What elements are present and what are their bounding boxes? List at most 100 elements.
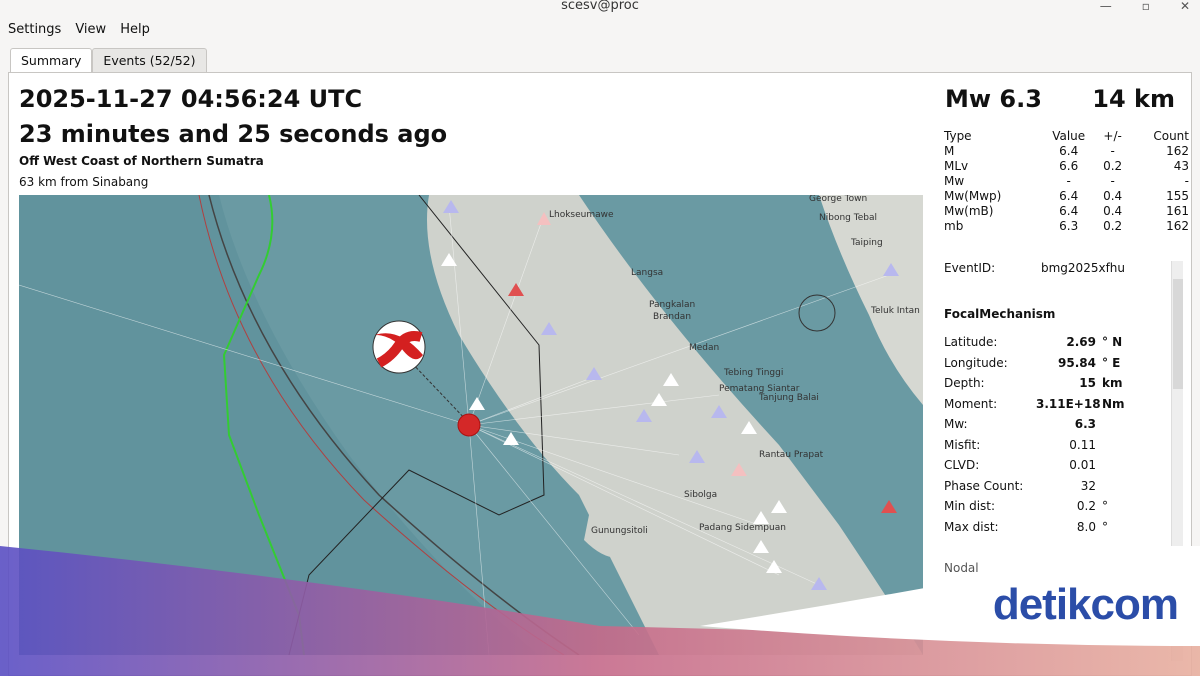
magnitude-cell: mb	[944, 219, 964, 233]
place-label: Tebing Tinggi	[723, 368, 783, 378]
event-map[interactable]: Lhokseumawe Langsa Pangkalan Brandan Med…	[19, 195, 923, 655]
place-label: Pematang Siantar	[719, 384, 800, 394]
focal-key: Moment:	[944, 396, 998, 411]
magnitude-cell: 162	[1166, 144, 1189, 158]
maximize-icon[interactable]: ▫	[1141, 0, 1150, 13]
focal-key: Depth:	[944, 376, 985, 390]
focal-row: Longitude: 95.84 ° E	[944, 356, 1125, 377]
minimize-icon[interactable]: —	[1099, 0, 1112, 13]
magnitude-row: Mw(mB) 6.4 0.4 161	[944, 204, 1189, 219]
focal-row: Mw: 6.3	[944, 417, 1125, 438]
sumatra-land	[427, 195, 923, 655]
focal-row: Misfit: 0.11	[944, 438, 1125, 459]
magnitude-cell: Mw	[944, 174, 965, 188]
magnitude-cell: -	[1184, 174, 1189, 188]
magnitude-cell: 162	[1166, 219, 1189, 233]
focal-row: Moment: 3.11E+18 Nm	[944, 397, 1125, 418]
magnitude-cell: 6.6	[1059, 159, 1079, 173]
magnitude-cell: 6.4	[1059, 189, 1079, 203]
tab-summary[interactable]: Summary	[10, 48, 93, 72]
magnitude-cell: 0.4	[1103, 204, 1123, 218]
place-label: Tanjung Balai	[758, 393, 819, 403]
focal-key: Min dist:	[944, 499, 996, 513]
place-label: Rantau Prapat	[759, 450, 824, 460]
focal-unit: °	[1102, 519, 1108, 534]
close-icon[interactable]: ✕	[1179, 0, 1190, 13]
scrollbar-thumb[interactable]	[1173, 279, 1183, 389]
magnitude-cell: 43	[1173, 159, 1189, 173]
place-label: Nibong Tebal	[819, 213, 877, 223]
magnitude-cell: 155	[1166, 189, 1189, 203]
focal-key: Latitude:	[944, 335, 998, 349]
magnitude-cell: 6.4	[1059, 204, 1079, 218]
tab-events[interactable]: Events (52/52)	[92, 48, 207, 72]
focal-mechanism-rows: Latitude: 2.69 ° N Longitude: 95.84 ° E Depth:…	[944, 335, 1125, 540]
focal-unit: ° E	[1102, 355, 1121, 370]
magnitude-cell: Mw(mB)	[944, 204, 994, 218]
focal-value: 8.0	[1076, 519, 1096, 534]
focal-row: Phase Count: 32	[944, 479, 1125, 500]
magnitude: Mw 6.3	[945, 85, 1042, 113]
place-label: George Town	[809, 195, 867, 204]
focal-key: Max dist:	[944, 519, 999, 534]
focal-row: Depth: 15 km	[944, 376, 1125, 397]
focal-unit: Nm	[1102, 396, 1125, 411]
focal-value: 2.69	[1066, 335, 1096, 349]
magnitude-cell: 161	[1166, 204, 1189, 218]
focal-unit	[1096, 438, 1102, 459]
magnitude-cell: MLv	[944, 159, 969, 173]
magnitude-cell: 6.3	[1059, 219, 1079, 233]
place-label: Sibolga	[684, 490, 717, 500]
focal-value: 95.84	[1058, 355, 1096, 370]
time-ago: 23 minutes and 25 seconds ago	[19, 120, 448, 148]
focal-key: Mw:	[944, 417, 968, 431]
magnitude-row: mb 6.3 0.2 162	[944, 219, 1189, 234]
nodal-planes-label: Nodal	[944, 561, 979, 575]
focal-unit: km	[1102, 376, 1123, 390]
focal-unit: °	[1102, 499, 1108, 513]
magnitude-row: M 6.4 - 162	[944, 144, 1189, 159]
malay-land	[819, 195, 923, 405]
window-title: scesv@proc	[561, 0, 639, 13]
event-id: bmg2025xfhu	[1041, 261, 1125, 275]
focal-key: CLVD:	[944, 458, 980, 472]
focal-value: 32	[1080, 478, 1096, 493]
focal-value: 0.01	[1069, 458, 1096, 472]
menu-help[interactable]: Help	[120, 21, 150, 37]
depth: 14 km	[1092, 85, 1175, 113]
menu-bar: Settings View Help	[0, 18, 1200, 40]
magnitude-row: Mw - - -	[944, 174, 1189, 189]
focal-row: CLVD: 0.01	[944, 458, 1125, 479]
title-bar: scesv@proc — ▫ ✕	[0, 0, 1200, 18]
magnitude-row: Mw(Mwp) 6.4 0.4 155	[944, 189, 1189, 204]
focal-mechanism-title: FocalMechanism	[944, 307, 1056, 321]
magnitude-table: Type Value +/- Count M 6.4-162 MLv 6.6 0.2 43 Mw -…	[944, 129, 1189, 234]
focal-key: Phase Count:	[944, 478, 1024, 493]
magnitude-cell: 0.2	[1103, 159, 1123, 173]
place-label: Teluk Intan	[870, 306, 920, 316]
focal-value: 0.11	[1069, 437, 1096, 452]
region-name: Off West Coast of Northern Sumatra	[19, 154, 264, 168]
magnitude-row: MLv 6.6 0.2 43	[944, 159, 1189, 174]
menu-view[interactable]: View	[75, 21, 107, 37]
epicenter-marker[interactable]	[457, 413, 481, 437]
magnitude-cell: 0.2	[1103, 219, 1123, 233]
focal-unit	[1096, 417, 1102, 438]
magnitude-cell: 6.4	[1059, 144, 1079, 158]
menu-settings[interactable]: Settings	[8, 21, 62, 37]
magnitude-cell: M	[944, 144, 955, 158]
focal-value: 15	[1079, 376, 1096, 390]
place-label: Padang Sidempuan	[699, 523, 786, 533]
focal-row: Max dist: 8.0 °	[944, 520, 1125, 541]
place-label: Gunungsitoli	[591, 526, 648, 536]
place-label: Lhokseumawe	[549, 210, 614, 220]
focal-value: 3.11E+18	[1036, 396, 1101, 411]
magnitude-cell: -	[1110, 174, 1115, 188]
focal-unit: ° N	[1102, 335, 1123, 349]
origin-time: 2025-11-27 04:56:24 UTC	[19, 85, 363, 113]
magnitude-cell: 0.4	[1103, 189, 1123, 203]
detikcom-logo: detikcom	[992, 580, 1179, 629]
focal-unit	[1096, 479, 1102, 500]
focal-value: 0.2	[1076, 499, 1096, 513]
magnitude-cell: -	[1110, 144, 1115, 158]
